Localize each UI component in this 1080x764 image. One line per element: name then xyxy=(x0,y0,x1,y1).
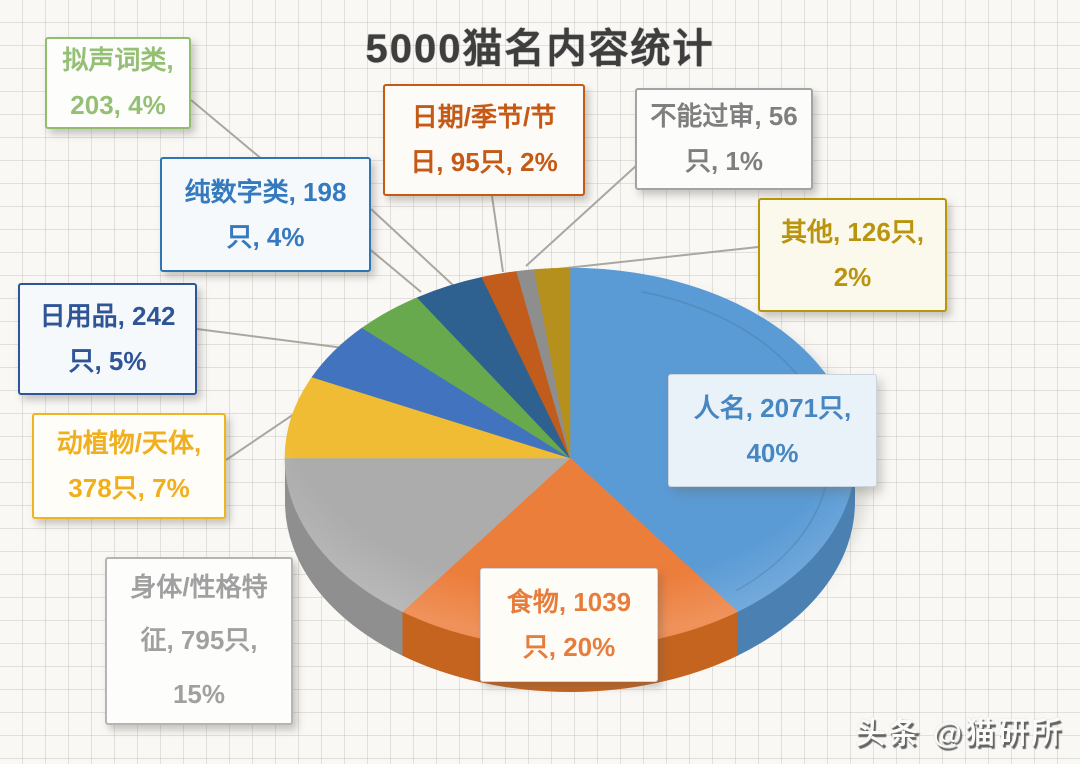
callout-line: 只, 5% xyxy=(68,346,147,376)
callout-line: 2% xyxy=(833,262,872,292)
callout-line: 食物, 1039 xyxy=(506,587,632,618)
callout-line: 日期/季节/节 xyxy=(411,102,557,133)
callout-line: 15% xyxy=(172,678,226,709)
callout-line: 人名, 2071只, xyxy=(693,392,852,423)
callout-nishengci: 拟声词类, 203, 4% xyxy=(45,37,191,129)
callout-shiwu: 食物, 1039 只, 20% xyxy=(480,568,658,682)
callout-line: 40% xyxy=(746,437,799,468)
callout-dongzhiwu: 动植物/天体, 378只, 7% xyxy=(32,413,226,519)
leader-line-qita xyxy=(547,246,759,271)
callout-qita: 其他, 126只, 2% xyxy=(758,198,947,312)
leader-line-buneng xyxy=(525,164,638,267)
callout-buneng: 不能过审, 56 只, 1% xyxy=(635,88,813,190)
callout-line: 日, 95只, 2% xyxy=(410,147,558,177)
leader-line-chunshuzi xyxy=(370,208,456,288)
callout-line: 其他, 126只, xyxy=(780,217,925,248)
callout-line: 动植物/天体, xyxy=(56,428,202,459)
callout-line: 只, 20% xyxy=(522,632,616,662)
callout-line: 203, 4% xyxy=(70,90,166,120)
watermark: 头条 @猫研所 xyxy=(855,717,1064,750)
callout-line: 378只, 7% xyxy=(68,473,190,503)
leader-line-riyongpin xyxy=(196,328,345,349)
callout-line: 只, 4% xyxy=(226,221,305,252)
callout-line: 拟声词类, xyxy=(62,45,174,76)
callout-riyongpin: 日用品, 242 只, 5% xyxy=(18,283,197,395)
callout-line: 不能过审, 56 xyxy=(650,101,798,132)
leader-line-riqi xyxy=(491,195,504,273)
callout-riqi: 日期/季节/节 日, 95只, 2% xyxy=(383,84,585,196)
callout-line: 只, 1% xyxy=(684,146,764,176)
callout-line: 纯数字类, 198 xyxy=(184,176,347,207)
callout-shenti: 身体/性格特 征, 795只, 15% xyxy=(105,557,293,725)
callout-renming: 人名, 2071只, 40% xyxy=(668,374,877,487)
callout-line: 身体/性格特 xyxy=(130,572,268,603)
callout-chunshuzi: 纯数字类, 198 只, 4% xyxy=(160,157,371,272)
callout-line: 征, 795只, xyxy=(140,625,258,656)
chart-title: 5000猫名内容统计 xyxy=(365,27,715,71)
callout-line: 日用品, 242 xyxy=(39,301,176,332)
